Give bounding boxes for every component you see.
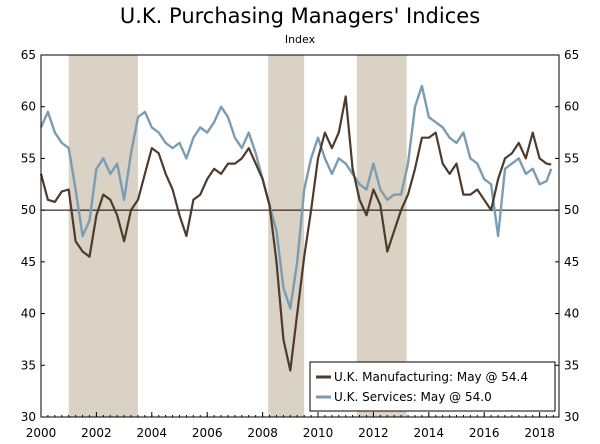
x-tick-label: 2014	[414, 426, 445, 440]
legend-label-manufacturing: U.K. Manufacturing: May @ 54.4	[334, 370, 528, 384]
y-tick-label-right: 50	[564, 203, 579, 217]
series-services-line	[39, 84, 553, 310]
y-tick-label-right: 55	[564, 151, 579, 165]
x-tick-label: 2010	[303, 426, 334, 440]
y-tick-label-left: 65	[21, 48, 36, 62]
x-tick-label: 2000	[26, 426, 57, 440]
x-tick-label: 2016	[469, 426, 500, 440]
y-tick-label-right: 65	[564, 48, 579, 62]
series-lines	[39, 84, 553, 372]
y-tick-label-right: 45	[564, 255, 579, 269]
shaded-period-2	[356, 55, 407, 417]
y-tick-label-left: 30	[21, 410, 36, 424]
y-tick-label-left: 50	[21, 203, 36, 217]
y-tick-label-left: 60	[21, 100, 36, 114]
x-tick-label: 2006	[192, 426, 223, 440]
chart-title: U.K. Purchasing Managers' Indices	[119, 4, 481, 28]
y-tick-label-left: 45	[21, 255, 36, 269]
y-tick-label-left: 40	[21, 307, 36, 321]
y-tick-label-right: 35	[564, 358, 579, 372]
y-tick-label-left: 55	[21, 151, 36, 165]
legend-label-services: U.K. Services: May @ 54.0	[334, 390, 492, 404]
x-tick-label: 2002	[81, 426, 112, 440]
legend-box	[309, 361, 556, 412]
shaded-period-0	[68, 55, 138, 417]
y-tick-label-right: 30	[564, 410, 579, 424]
series-manufacturing-line	[39, 95, 552, 372]
y-tick-label-right: 40	[564, 307, 579, 321]
recession-shading	[68, 55, 407, 417]
x-tick-label: 2004	[137, 426, 168, 440]
x-tick-label: 2018	[524, 426, 555, 440]
chart-subtitle: Index	[284, 33, 316, 46]
axes: 30 30 35 35 40 40 45 45 50 50 55 55 60 60 65 65 2000 2002…	[21, 48, 580, 440]
x-tick-label: 2008	[247, 426, 278, 440]
legend: U.K. Manufacturing: May @ 54.4 U.K. Serv…	[309, 361, 556, 412]
y-tick-label-right: 60	[564, 100, 579, 114]
y-tick-label-left: 35	[21, 358, 36, 372]
plot-frame	[40, 54, 560, 418]
x-tick-label: 2012	[358, 426, 389, 440]
